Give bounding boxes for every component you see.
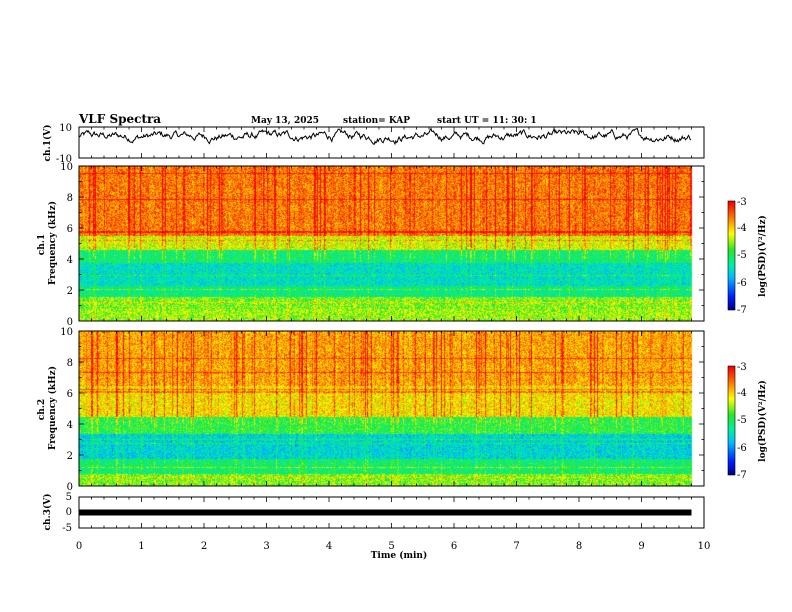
ch3-waveform-xticks (78, 497, 705, 528)
ch1-spectrogram-image (79, 166, 704, 321)
colorbar-ch1-frame (727, 200, 736, 311)
ch2-spectrogram-ylabel-channel: ch.2 (37, 399, 47, 420)
xtick-2: 2 (201, 541, 207, 552)
cb2-tick-neg7: -7 (737, 470, 747, 481)
colorbar-ch2-gradient (728, 366, 735, 475)
cb1-tick-neg6: -6 (737, 278, 747, 289)
xtick-9: 9 (638, 541, 644, 552)
ch3-ytick-5: 5 (66, 492, 72, 503)
ch1-ytick-4: 4 (67, 255, 73, 266)
ch2-ytick-6: 6 (67, 389, 73, 400)
ch1-ytick-bottom: -10 (56, 154, 72, 165)
ch1-spectrogram-panel: 0 2 4 6 8 10 ch.1 Frequency (kHz) (37, 162, 705, 328)
xtick-5: 5 (388, 541, 394, 552)
ch2-spectrogram-ylabel-unit: Frequency (kHz) (47, 366, 58, 450)
cb2-tick-neg3: -3 (737, 362, 747, 373)
ch1-ytick-8: 8 (67, 193, 73, 204)
ch1-ytick-2: 2 (67, 286, 73, 297)
ch2-spectrogram-yticks: 0 2 4 6 8 10 (60, 327, 73, 493)
ch2-spectrogram-ylabel: ch.2 Frequency (kHz) (37, 366, 58, 450)
ch1-spectrogram-ytick-marks (79, 165, 704, 322)
xtick-7: 7 (513, 541, 519, 552)
ch1-ytick-0: 0 (67, 317, 73, 328)
xtick-4: 4 (326, 541, 332, 552)
ch3-waveform-trace (79, 509, 692, 516)
cb2-tick-neg5: -5 (737, 415, 747, 426)
colorbar-ch1-label: log(PSD)(V²/Hz) (757, 215, 768, 297)
cb2-tick-neg6: -6 (737, 443, 747, 454)
cb1-tick-neg3: -3 (737, 197, 747, 208)
ch1-ytick-10: 10 (60, 162, 73, 173)
station-label: station= KAP (343, 116, 410, 126)
colorbar-ch1: -3 -4 -5 -6 -7 log(PSD)(V²/Hz) (727, 197, 768, 316)
ch3-waveform-ylabel: ch.3(V) (42, 494, 53, 531)
cb2-tick-neg4: -4 (737, 388, 747, 399)
ch2-ytick-4: 4 (67, 420, 73, 431)
colorbar-ch2-label: log(PSD)(V²/Hz) (757, 380, 768, 462)
xtick-8: 8 (576, 541, 582, 552)
xtick-0: 0 (76, 541, 82, 552)
figure-title: VLF Spectra (78, 112, 161, 126)
start-time-label: start UT = 11: 30: 1 (437, 116, 537, 126)
time-axis-label: Time (min) (371, 550, 428, 561)
ch1-ytick-6: 6 (67, 224, 73, 235)
ch1-spectrogram-xticks (78, 166, 705, 321)
xtick-1: 1 (138, 541, 144, 552)
ch2-ytick-2: 2 (67, 451, 73, 462)
cb1-tick-neg5: -5 (737, 250, 747, 261)
ch1-spectrogram-ylabel-channel: ch.1 (37, 234, 47, 255)
ch2-spectrogram-xticks (78, 331, 705, 486)
ch2-spectrogram-image (79, 331, 704, 486)
ch1-waveform-trace (79, 127, 692, 146)
colorbar-ch2-frame (727, 365, 736, 476)
cb1-tick-neg7: -7 (737, 305, 747, 316)
ch1-waveform-ylabel: ch.1(V) (42, 125, 53, 162)
cb1-tick-neg4: -4 (737, 223, 747, 234)
ch1-spectrogram-ylabel-unit: Frequency (kHz) (47, 201, 58, 285)
ch1-spectrogram-yticks: 0 2 4 6 8 10 (60, 162, 73, 328)
ch1-ytick-top: 10 (59, 123, 72, 134)
xtick-10: 10 (698, 541, 711, 552)
ch2-ytick-8: 8 (67, 358, 73, 369)
ch2-spectrogram-ytick-marks (79, 330, 704, 487)
ch3-ytick-0: 0 (66, 507, 72, 518)
ch2-spectrogram-panel: 0 2 4 6 8 10 ch.2 Frequency (kHz) (37, 327, 705, 493)
date-label: May 13, 2025 (251, 116, 319, 126)
ch1-waveform-panel: 10 -10 ch.1(V) (42, 123, 705, 165)
ch3-ytick-neg5: -5 (62, 523, 72, 534)
colorbar-ch2: -3 -4 -5 -6 -7 log(PSD)(V²/Hz) (727, 362, 768, 481)
ch1-spectrogram-ylabel: ch.1 Frequency (kHz) (37, 201, 58, 285)
xtick-6: 6 (451, 541, 457, 552)
xtick-3: 3 (263, 541, 269, 552)
ch1-waveform-xticks (78, 127, 705, 158)
colorbar-ch1-gradient (728, 201, 735, 310)
time-axis-ticklabels: 0 1 2 3 4 5 6 7 8 9 10 (76, 541, 711, 552)
ch3-waveform-panel: 5 0 -5 ch.3(V) 0 1 2 3 4 5 6 7 8 9 10 Ti… (42, 492, 710, 561)
ch2-ytick-10: 10 (60, 327, 73, 338)
ch2-ytick-0: 0 (67, 482, 73, 493)
